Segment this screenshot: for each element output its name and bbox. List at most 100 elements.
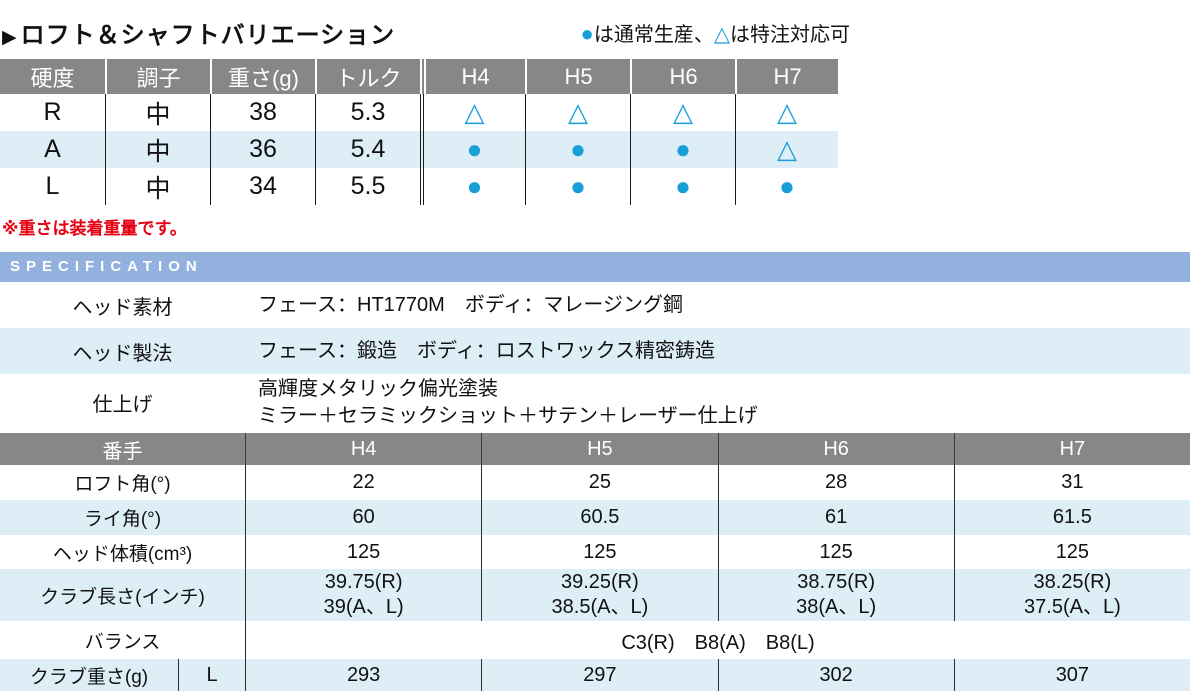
availability-h7-icon: ● — [735, 168, 838, 205]
row-club-length: クラブ長さ(インチ) 39.75(R) 39(A、L) 39.25(R) 38.… — [0, 569, 1190, 621]
cell-hardness: R — [43, 98, 62, 126]
table-row-a: A 中 36 5.4 ● ● ● △ — [0, 131, 838, 168]
column-header-h7: H7 — [953, 433, 1190, 465]
column-header-weight: 重さ(g) — [210, 59, 315, 94]
column-header-h7: H7 — [735, 59, 838, 94]
spec-label: 仕上げ — [92, 394, 153, 416]
availability-h7-icon: △ — [735, 94, 838, 131]
cell-weight: 38 — [210, 94, 315, 131]
balance-value: C3(R) B8(A) B8(L) — [245, 621, 1190, 659]
column-header-h5: H5 — [525, 59, 630, 94]
length-h5: 39.25(R) 38.5(A、L) — [481, 569, 717, 621]
row-label: ライ角(°) — [83, 509, 162, 530]
length-line2: 38.5(A、L) — [551, 596, 649, 618]
cell-hardness: A — [44, 135, 61, 163]
spec-label: ヘッド製法 — [72, 342, 173, 365]
weight-footnote: ※重さは装着重量です。 — [2, 219, 187, 238]
availability-h5-icon: ● — [525, 168, 630, 205]
availability-h4-icon: △ — [420, 94, 525, 131]
cell-flex: 中 — [105, 131, 210, 168]
length-h4: 39.75(R) 39(A、L) — [245, 569, 481, 621]
loft-h5: 25 — [481, 465, 717, 500]
section-title-text: ロフト＆シャフトバリエーション — [20, 22, 396, 49]
row-lie-angle: ライ角(°) 60 60.5 61 61.5 — [0, 500, 1190, 535]
volume-h7: 125 — [953, 535, 1190, 569]
row-label: クラブ長さ(インチ) — [40, 586, 205, 608]
spec-value: フェース：鍛造 ボディ：ロストワックス精密鋳造 — [258, 339, 715, 362]
length-line1: 38.25(R) — [1033, 571, 1112, 593]
availability-h7-icon: △ — [735, 131, 838, 168]
row-label: バランス — [84, 631, 161, 653]
row-loft-angle: ロフト角(°) 22 25 28 31 — [0, 465, 1190, 500]
length-line2: 37.5(A、L) — [1024, 596, 1121, 618]
spec-label: ヘッド素材 — [72, 296, 173, 319]
column-header-h4: H4 — [420, 59, 525, 94]
cell-flex: 中 — [105, 168, 210, 205]
cell-torque: 5.3 — [315, 94, 420, 131]
variation-table-header: 硬度 調子 重さ(g) トルク H4 H5 H6 H7 — [0, 59, 838, 94]
availability-h4-icon: ● — [420, 131, 525, 168]
volume-h6: 125 — [717, 535, 954, 569]
column-header-number: 番手 — [102, 440, 143, 463]
filled-circle-icon: ● — [580, 21, 594, 46]
loft-h6: 28 — [717, 465, 954, 500]
weight-h6: 302 — [717, 659, 954, 691]
row-label: ロフト角(°) — [74, 474, 171, 495]
row-sublabel-flex-l: L — [178, 659, 245, 691]
column-header-torque: トルク — [315, 59, 420, 94]
cell-torque: 5.4 — [315, 131, 420, 168]
loft-h4: 22 — [245, 465, 481, 500]
availability-h5-icon: △ — [525, 94, 630, 131]
triangle-outline-icon: △ — [713, 23, 730, 46]
title-row: ▶ ロフト＆シャフトバリエーション ●は通常生産、△は特注対応可 — [2, 15, 850, 50]
volume-h4: 125 — [245, 535, 481, 569]
cell-weight: 36 — [210, 131, 315, 168]
legend-circle-text: は通常生産、 — [593, 24, 714, 46]
column-header-h5: H5 — [481, 433, 717, 465]
club-spec-table: 番手 H4 H5 H6 H7 ロフト角(°) 22 25 28 31 ライ角(°… — [0, 433, 1190, 691]
length-h7: 38.25(R) 37.5(A、L) — [953, 569, 1190, 621]
availability-h6-icon: ● — [630, 168, 735, 205]
length-line1: 39.75(R) — [324, 571, 403, 593]
spec-value: フェース：HT1770M ボディ：マレージング鋼 — [258, 293, 684, 316]
column-header-hardness: 硬度 — [30, 65, 75, 91]
spec-row-finish: 仕上げ 高輝度メタリック偏光塗装 ミラー＋セラミックショット＋サテン＋レーザー仕… — [0, 374, 1190, 431]
legend-triangle-text: は特注対応可 — [730, 24, 850, 46]
loft-h7: 31 — [953, 465, 1190, 500]
column-header-flex: 調子 — [105, 59, 210, 94]
column-header-h6: H6 — [717, 433, 954, 465]
symbol-legend: ●は通常生産、△は特注対応可 — [581, 18, 850, 47]
lie-h4: 60 — [245, 500, 481, 535]
length-line2: 39(A、L) — [323, 596, 404, 618]
length-line1: 39.25(R) — [560, 571, 639, 593]
cell-weight: 34 — [210, 168, 315, 205]
availability-h4-icon: ● — [420, 168, 525, 205]
cell-torque: 5.5 — [315, 168, 420, 205]
availability-h5-icon: ● — [525, 131, 630, 168]
row-label: クラブ重さ(g) — [29, 666, 149, 688]
column-header-h4: H4 — [245, 433, 481, 465]
spec-value: 高輝度メタリック偏光塗装 ミラー＋セラミックショット＋サテン＋レーザー仕上げ — [245, 376, 758, 430]
lie-h5: 60.5 — [481, 500, 717, 535]
spec-value-line1: 高輝度メタリック偏光塗装 — [258, 377, 498, 400]
specification-header-bar: SPECIFICATION — [0, 252, 1190, 282]
availability-h6-icon: ● — [630, 131, 735, 168]
row-label: ヘッド体積(cm³) — [52, 543, 193, 565]
table-row-l: L 中 34 5.5 ● ● ● ● — [0, 168, 838, 205]
row-head-volume: ヘッド体積(cm³) 125 125 125 125 — [0, 535, 1190, 569]
spec-value-line2: ミラー＋セラミックショット＋サテン＋レーザー仕上げ — [258, 404, 758, 427]
cell-flex: 中 — [105, 94, 210, 131]
availability-h6-icon: △ — [630, 94, 735, 131]
section-title: ▶ ロフト＆シャフトバリエーション — [2, 15, 395, 50]
right-triangle-icon: ▶ — [2, 27, 18, 48]
row-club-weight: クラブ重さ(g) L 293 297 302 307 — [0, 659, 1190, 691]
length-line1: 38.75(R) — [797, 571, 876, 593]
length-h6: 38.75(R) 38(A、L) — [717, 569, 954, 621]
lie-h7: 61.5 — [953, 500, 1190, 535]
variation-table: 硬度 調子 重さ(g) トルク H4 H5 H6 H7 R 中 38 5.3 △… — [0, 59, 838, 205]
club-spec-table-header: 番手 H4 H5 H6 H7 — [0, 433, 1190, 465]
weight-h4: 293 — [245, 659, 481, 691]
cell-hardness: L — [45, 172, 60, 200]
weight-h7: 307 — [953, 659, 1190, 691]
